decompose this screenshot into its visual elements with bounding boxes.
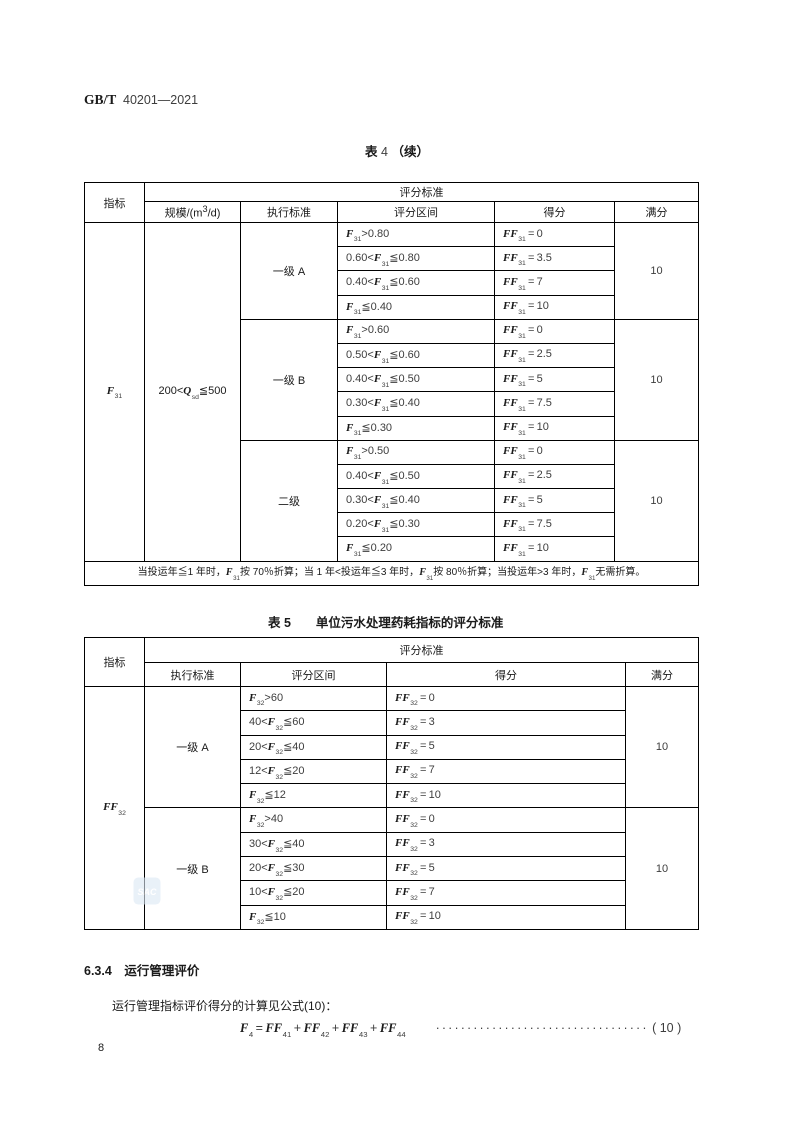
svg-text:SAC: SAC: [137, 887, 157, 897]
